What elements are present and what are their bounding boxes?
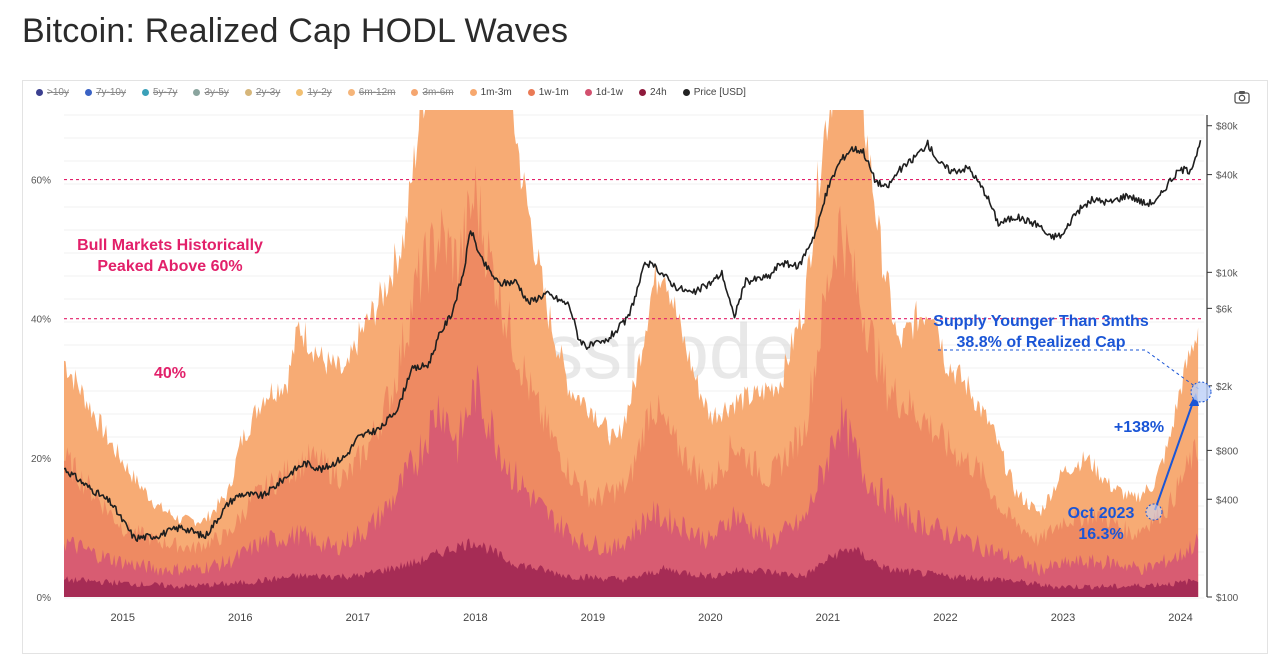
chart-legend: >10y 7y-10y 5y-7y 3y-5y 2y-3y 1y-2y 6m-12m 3m-6… [36,87,746,98]
legend-swatch [244,89,252,96]
band-1w-1m [64,165,1199,597]
x-tick: 2024 [1168,612,1192,624]
legend-item[interactable]: 7y-10y [84,87,126,98]
annotation-bull-line1: Bull Markets Historically [77,237,263,254]
legend-swatch [141,89,149,96]
annotation-supply-line2: 38.8% of Realized Cap [957,334,1126,351]
y-right-tick: $400 [1216,495,1239,506]
current-marker [1190,381,1212,403]
annotation-forty: 40% [154,365,186,382]
legend-item[interactable]: Price [USD] [682,87,746,98]
y-left-tick: 40% [31,315,51,326]
page-title: Bitcoin: Realized Cap HODL Waves [22,12,569,50]
annotation-supply-line1: Supply Younger Than 3mths [933,313,1149,330]
annotation-increase: +138% [1114,419,1164,436]
legend-item[interactable]: 3y-5y [193,87,229,98]
y-right-tick: $6k [1216,304,1233,315]
legend-label: 1m-3m [480,87,512,98]
x-tick: 2021 [816,612,840,624]
legend-swatch [296,89,304,96]
legend-label: 6m-12m [358,87,396,98]
annotation-bull-line2: Peaked Above 60% [97,258,242,275]
legend-item[interactable]: 3m-6m [411,87,454,98]
x-tick: 2017 [346,612,370,624]
camera-icon[interactable] [1234,90,1250,104]
x-tick: 2015 [111,612,135,624]
legend-swatch [584,89,592,96]
supply-leader-line [938,349,1201,391]
y-right-tick: $10k [1216,268,1239,279]
legend-label: 1w-1m [538,87,569,98]
y-right-tick: $2k [1216,382,1233,393]
band-1d-1w [64,364,1199,597]
x-tick: 2018 [463,612,487,624]
annotation-oct-line1: Oct 2023 [1068,505,1135,522]
legend-item[interactable]: 2y-3y [244,87,281,98]
legend-label: 24h [650,87,667,98]
legend-item[interactable]: 1d-1w [584,87,623,98]
y-left-tick: 0% [37,593,52,604]
legend-swatch [639,89,646,96]
x-tick: 2019 [581,612,605,624]
y-right-tick: $100 [1216,593,1239,604]
legend-item[interactable]: 24h [639,87,667,98]
legend-label: >10y [47,87,69,98]
legend-label: 1d-1w [595,87,623,98]
legend-swatch [36,89,43,96]
legend-label: 2y-3y [255,87,281,98]
legend-swatch [411,89,419,96]
legend-item[interactable]: 5y-7y [141,87,178,98]
legend-item[interactable]: 6m-12m [347,87,396,98]
y-left-tick: 60% [31,176,51,187]
legend-label: 1y-2y [307,87,332,98]
y-right-tick: $40k [1216,171,1239,182]
oct-2023-marker [1145,503,1163,521]
annotation-oct-line2: 16.3% [1078,526,1123,543]
legend-swatch [682,89,690,96]
legend-label: Price [USD] [693,87,746,98]
legend-label: 7y-10y [95,87,126,98]
legend-label: 3m-6m [422,87,454,98]
legend-item[interactable]: 1m-3m [469,87,512,98]
y-right-tick: $800 [1216,446,1239,457]
legend-swatch [469,89,477,96]
x-tick: 2022 [933,612,957,624]
x-tick: 2020 [698,612,722,624]
legend-item[interactable]: 1w-1m [527,87,569,98]
legend-swatch [193,89,201,96]
price-line [64,139,1202,542]
legend-item[interactable]: 1y-2y [296,87,332,98]
x-tick: 2016 [228,612,252,624]
y-right-tick: $80k [1216,122,1239,133]
legend-swatch [347,89,355,96]
legend-label: 3y-5y [204,87,229,98]
legend-swatch [527,89,535,96]
legend-swatch [84,89,92,96]
y-left-tick: 20% [31,454,51,465]
legend-item[interactable]: >10y [36,87,69,98]
increase-arrow [1154,401,1194,511]
band-24h [64,538,1199,597]
x-tick: 2023 [1051,612,1075,624]
legend-label: 5y-7y [152,87,178,98]
